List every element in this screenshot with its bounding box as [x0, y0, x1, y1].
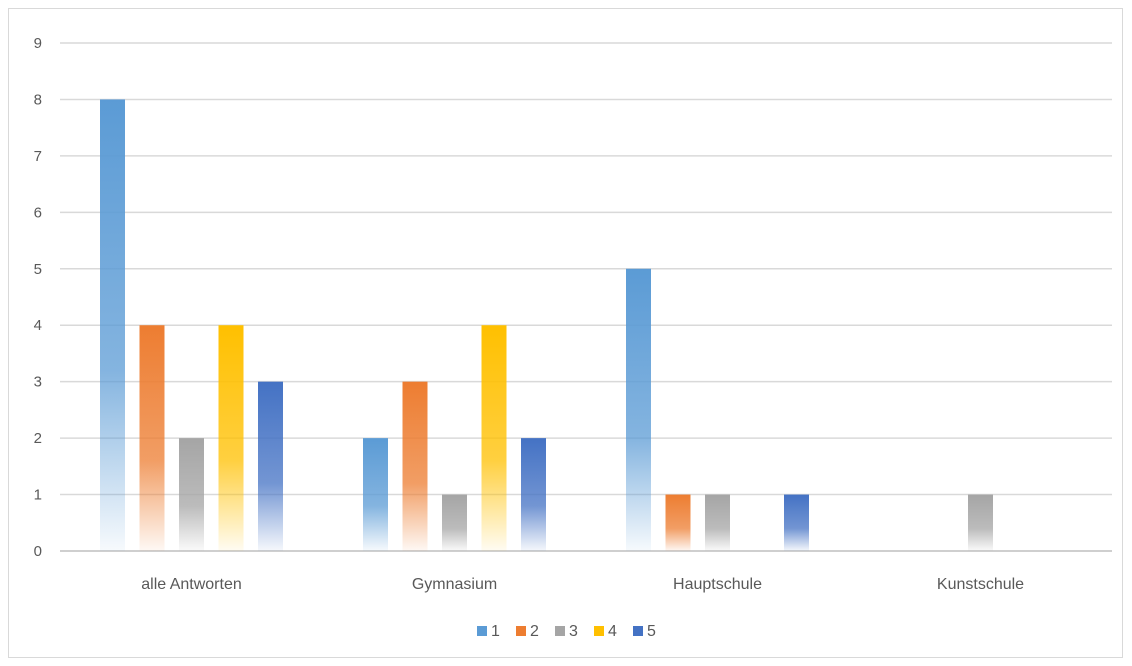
y-tick-label: 2 [34, 430, 42, 447]
legend-label: 5 [647, 623, 656, 640]
y-tick-label: 8 [34, 91, 42, 108]
legend-label: 1 [491, 623, 500, 640]
x-category-label: Hauptschule [673, 576, 762, 593]
bar-alle-antworten-series-1 [100, 99, 125, 551]
y-tick-label: 3 [34, 374, 42, 391]
y-tick-label: 6 [34, 204, 42, 221]
y-tick-label: 7 [34, 148, 42, 165]
legend-label: 2 [530, 623, 539, 640]
y-tick-label: 0 [34, 543, 42, 560]
y-tick-label: 9 [34, 35, 42, 52]
bar-alle-antworten-series-2 [139, 325, 165, 551]
gridlines [60, 42, 1112, 552]
y-tick-label: 1 [34, 487, 42, 504]
x-category-label: alle Antworten [141, 576, 242, 593]
bars [100, 99, 993, 551]
legend: 1 2 3 4 5 [477, 623, 656, 640]
bar-hauptschule-series-2 [665, 494, 691, 551]
bar-gymnasium-series-2 [402, 381, 428, 551]
x-axis-category-labels: alle Antworten Gymnasium Hauptschule Kunsts… [141, 576, 1024, 593]
legend-label: 4 [608, 623, 617, 640]
legend-swatch [555, 626, 565, 636]
bar-alle-antworten-series-5 [258, 381, 283, 551]
bar-gymnasium-series-1 [363, 438, 388, 551]
bar-hauptschule-series-5 [784, 494, 809, 551]
bar-gymnasium-series-3 [442, 494, 467, 551]
legend-swatch [477, 626, 487, 636]
x-category-label: Kunstschule [937, 576, 1024, 593]
legend-swatch [594, 626, 604, 636]
y-tick-label: 5 [34, 261, 42, 278]
bar-kunstschule-series-3 [968, 494, 993, 551]
legend-swatch [516, 626, 526, 636]
bar-alle-antworten-series-3 [179, 438, 204, 551]
bar-alle-antworten-series-4 [218, 325, 244, 551]
legend-swatch [633, 626, 643, 636]
y-tick-label: 4 [34, 317, 42, 334]
bar-gymnasium-series-4 [481, 325, 507, 551]
bar-hauptschule-series-3 [705, 494, 730, 551]
legend-label: 3 [569, 623, 578, 640]
x-category-label: Gymnasium [412, 576, 497, 593]
bar-gymnasium-series-5 [521, 438, 546, 551]
y-axis-tick-labels: 0 1 2 3 4 5 6 7 8 9 [34, 35, 42, 560]
bar-hauptschule-series-1 [626, 268, 651, 551]
